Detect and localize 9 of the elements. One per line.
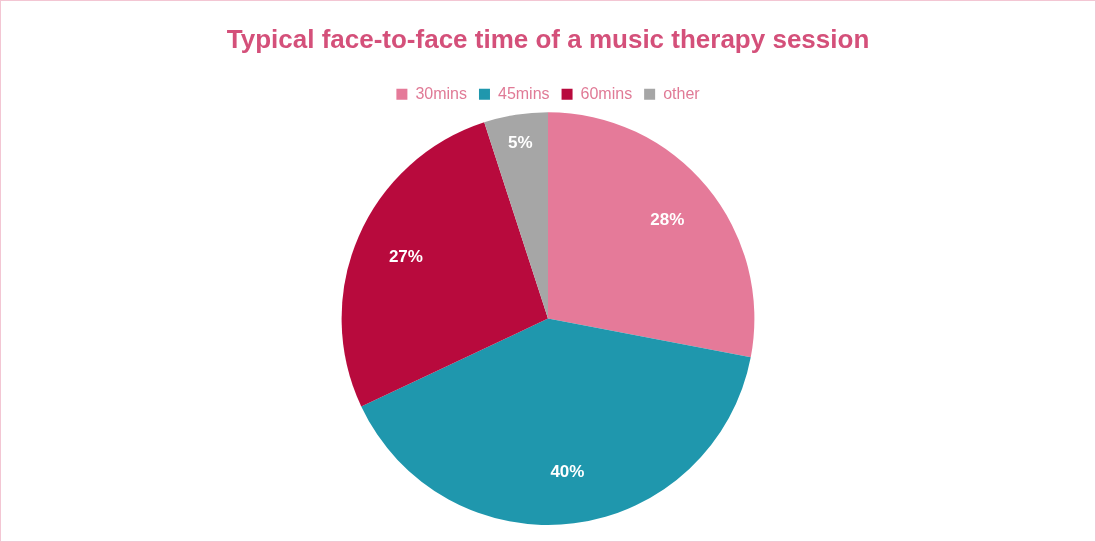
legend-label: other: [663, 84, 701, 102]
data-label: 40%: [550, 461, 585, 481]
chart-title: Typical face-to-face time of a music therapy session: [226, 23, 870, 54]
legend-label: 45mins: [497, 84, 550, 102]
data-label: 28%: [650, 209, 685, 229]
data-label: 5%: [507, 132, 533, 152]
data-label: 27%: [388, 246, 423, 266]
legend-label: 60mins: [580, 84, 633, 102]
legend-label: 30mins: [415, 84, 467, 102]
